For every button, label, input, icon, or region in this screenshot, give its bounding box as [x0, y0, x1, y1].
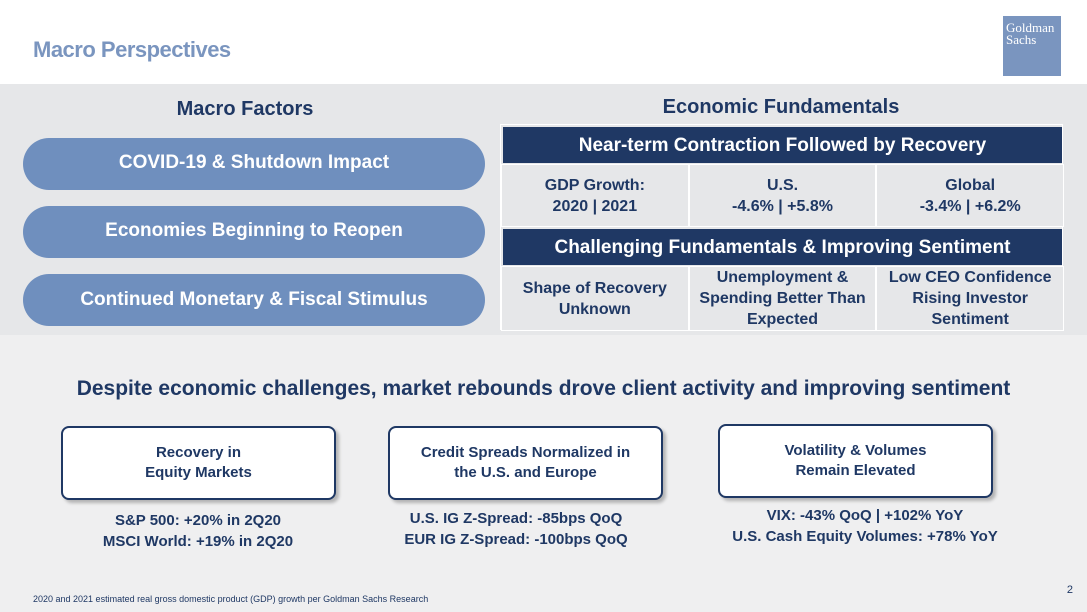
table-cell: GDP Growth: 2020 | 2021 — [502, 165, 688, 226]
card-equity-markets: Recovery in Equity Markets — [61, 426, 336, 500]
table-cell: Low CEO Confidence Rising Investor Senti… — [877, 267, 1064, 330]
table-header-contraction: Near-term Contraction Followed by Recove… — [503, 127, 1062, 163]
card-credit-spreads: Credit Spreads Normalized in the U.S. an… — [388, 426, 663, 500]
page-title: Macro Perspectives — [33, 37, 231, 62]
stat-volatility: VIX: -43% QoQ | +102% YoY U.S. Cash Equi… — [732, 507, 998, 545]
table-row-gdp: GDP Growth: 2020 | 2021 U.S. -4.6% | +5.… — [501, 164, 1064, 227]
fundamentals-table: Near-term Contraction Followed by Recove… — [500, 124, 1064, 331]
table-row-sentiment: Shape of Recovery Unknown Unemployment &… — [501, 266, 1064, 331]
table-header-sentiment: Challenging Fundamentals & Improving Sen… — [503, 229, 1062, 265]
factor-pill-stimulus: Continued Monetary & Fiscal Stimulus — [23, 274, 485, 326]
stat-credit-spreads: U.S. IG Z-Spread: -85bps QoQ EUR IG Z-Sp… — [404, 510, 628, 548]
table-cell: U.S. -4.6% | +5.8% — [689, 165, 876, 226]
factor-pill-covid: COVID-19 & Shutdown Impact — [23, 138, 485, 190]
table-cell: Shape of Recovery Unknown — [502, 267, 688, 330]
logo-line-1: Goldman — [1006, 20, 1055, 35]
economic-fundamentals-title: Economic Fundamentals — [662, 96, 900, 118]
macro-factors-title: Macro Factors — [176, 98, 314, 120]
table-cell: Unemployment & Spending Better Than Expe… — [689, 267, 876, 330]
logo-line-2: Sachs — [1006, 32, 1037, 47]
table-cell: Global -3.4% | +6.2% — [877, 165, 1064, 226]
page-number: 2 — [1066, 584, 1073, 596]
footnote: 2020 and 2021 estimated real gross domes… — [33, 594, 429, 604]
headline: Despite economic challenges, market rebo… — [76, 377, 1011, 400]
card-volatility: Volatility & Volumes Remain Elevated — [718, 424, 993, 498]
goldman-sachs-logo: Goldman Sachs — [1003, 16, 1061, 76]
stat-equity-markets: S&P 500: +20% in 2Q20 MSCI World: +19% i… — [102, 512, 294, 550]
factor-pill-reopen: Economies Beginning to Reopen — [23, 206, 485, 258]
